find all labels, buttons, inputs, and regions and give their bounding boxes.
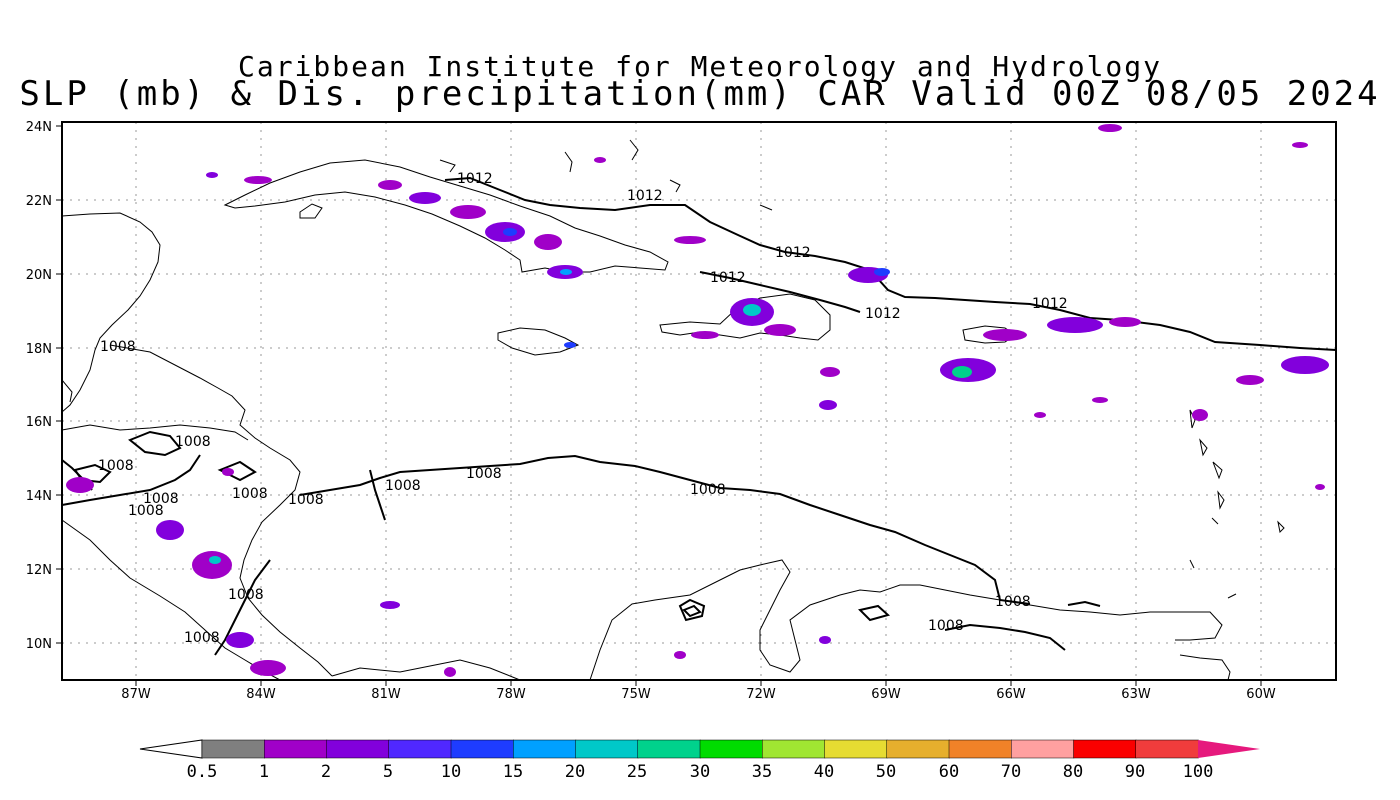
lon-tick-label: 75W (621, 687, 651, 702)
isobar-label: 1012 (627, 188, 663, 204)
colorbar-segments (201, 739, 1199, 759)
lon-axis: 87W 84W 81W 78W 75W 72W 69W 66W 63W 60W (121, 687, 1276, 702)
colorbar-label: 10 (441, 762, 461, 782)
lat-tick-label: 10N (26, 637, 52, 652)
lat-axis: 24N 22N 20N 18N 16N 14N 12N 10N (26, 120, 52, 652)
lat-tick-label: 18N (26, 342, 52, 357)
lat-tick-label: 12N (26, 563, 52, 578)
lat-tick-label: 16N (26, 415, 52, 430)
isobar-label: 1008 (228, 587, 264, 603)
colorbar-segment (201, 739, 265, 759)
colorbar-low-arrow (139, 739, 203, 759)
isobar-label: 1008 (175, 434, 211, 450)
frame-ticks (56, 125, 1262, 686)
graticule (62, 122, 1336, 680)
colorbar-segment (948, 739, 1012, 759)
colorbar-segment (1135, 739, 1199, 759)
colorbar-segment (762, 739, 826, 759)
isobar-label: 1008 (928, 618, 964, 634)
colorbar: 0.5 1 2 5 10 15 20 25 30 35 40 50 60 70 … (139, 739, 1260, 782)
isobar-label: 1008 (143, 491, 179, 507)
lat-tick-label: 14N (26, 489, 52, 504)
colorbar-label: 20 (565, 762, 585, 782)
isobar-label: 1008 (100, 339, 136, 355)
colorbar-label: 40 (814, 762, 834, 782)
lat-tick-label: 22N (26, 194, 52, 209)
isobar-label: 1012 (775, 245, 811, 261)
isobar-label: 1008 (98, 458, 134, 474)
colorbar-label: 0.5 (187, 762, 218, 782)
colorbar-label: 100 (1183, 762, 1214, 782)
lon-tick-label: 84W (246, 687, 276, 702)
chart-title-line1: Caribbean Institute for Meteorology and … (237, 50, 1162, 83)
colorbar-segment (699, 739, 763, 759)
isobar-label: 1008 (690, 482, 726, 498)
isobar-label: 1008 (184, 630, 220, 646)
lon-tick-label: 72W (746, 687, 776, 702)
isobar-label: 1012 (1032, 296, 1068, 312)
lon-tick-label: 60W (1246, 687, 1276, 702)
isobar-label: 1008 (128, 503, 164, 519)
colorbar-segment (388, 739, 452, 759)
colorbar-segment (264, 739, 328, 759)
colorbar-segment (1073, 739, 1137, 759)
lon-tick-label: 66W (996, 687, 1026, 702)
isobar-label: 1008 (288, 492, 324, 508)
colorbar-high-arrow (1198, 740, 1260, 758)
lon-tick-label: 87W (121, 687, 151, 702)
colorbar-label: 50 (876, 762, 896, 782)
isobar-label: 1008 (232, 486, 268, 502)
colorbar-segment (824, 739, 888, 759)
colorbar-label: 35 (752, 762, 772, 782)
isobar-label: 1012 (710, 270, 746, 286)
lat-tick-label: 24N (26, 120, 52, 135)
colorbar-label: 90 (1125, 762, 1145, 782)
lon-tick-label: 78W (496, 687, 526, 702)
colorbar-segment (450, 739, 514, 759)
isobar-label: 1008 (385, 478, 421, 494)
colorbar-segment (513, 739, 577, 759)
lon-tick-label: 63W (1121, 687, 1151, 702)
colorbar-label: 70 (1001, 762, 1021, 782)
colorbar-label: 60 (939, 762, 959, 782)
lat-tick-label: 20N (26, 268, 52, 283)
colorbar-label: 80 (1063, 762, 1083, 782)
lon-tick-label: 69W (871, 687, 901, 702)
colorbar-segment (886, 739, 950, 759)
colorbar-label: 25 (627, 762, 647, 782)
lon-tick-label: 81W (371, 687, 401, 702)
colorbar-label: 30 (690, 762, 710, 782)
chart-title-line2: SLP (mb) & Dis. precipitation(mm) CAR Va… (19, 74, 1381, 114)
isobar-label: 1012 (457, 171, 493, 187)
colorbar-segment (637, 739, 701, 759)
isobar-label: 1008 (466, 466, 502, 482)
isobar-label: 1012 (865, 306, 901, 322)
precipitation-field (66, 124, 1329, 677)
colorbar-label: 1 (259, 762, 269, 782)
colorbar-segment (1011, 739, 1075, 759)
colorbar-segment (326, 739, 390, 759)
isobar-label: 1008 (995, 594, 1031, 610)
colorbar-label: 15 (503, 762, 523, 782)
map-frame (61, 121, 1337, 681)
colorbar-label: 5 (383, 762, 393, 782)
colorbar-labels: 0.5 1 2 5 10 15 20 25 30 35 40 50 60 70 … (187, 762, 1214, 782)
isobar-labels: 1012 1012 1012 1012 1012 1012 1008 1008 … (98, 171, 1068, 646)
colorbar-label: 2 (321, 762, 331, 782)
colorbar-segment (575, 739, 639, 759)
